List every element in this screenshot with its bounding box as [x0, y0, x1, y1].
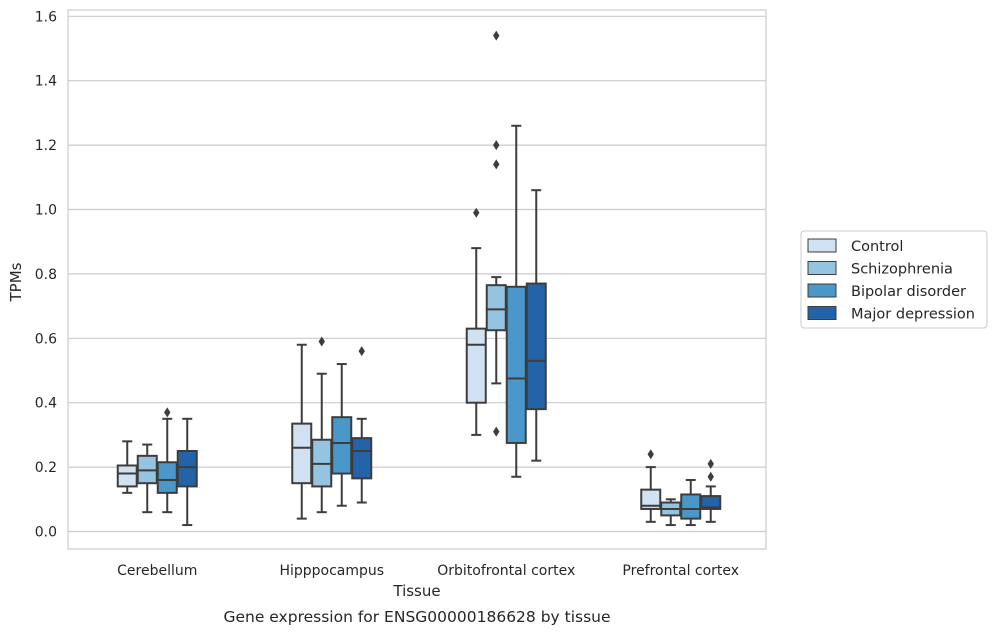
box-major-depression [700, 458, 722, 523]
box-major-depression [351, 346, 373, 504]
outlier-point [493, 140, 500, 151]
grid-lines [68, 15, 766, 533]
y-axis-label: TPMs [7, 262, 25, 302]
box-iqr [156, 461, 178, 494]
box-iqr [465, 327, 487, 404]
legend-label: Control [851, 239, 903, 255]
y-tick-label: 0.6 [35, 331, 57, 347]
outlier-point [164, 407, 171, 418]
chart-caption: Gene expression for ENSG00000186628 by t… [223, 608, 610, 626]
outlier-point [493, 426, 500, 437]
legend-label: Bipolar disorder [851, 284, 966, 300]
box-iqr [176, 450, 198, 488]
y-tick-labels: 0.0 0.2 0.4 0.6 0.8 1.0 1.2 1.4 1.6 [35, 9, 57, 540]
y-tick-label: 1.0 [35, 203, 57, 219]
box-control [640, 449, 662, 523]
box-schizophrenia [485, 30, 507, 437]
legend-swatch [807, 261, 837, 275]
x-tick-label: Hipppocampus [279, 563, 384, 579]
x-tick-labels: Cerebellum Hipppocampus Orbitofrontal cort… [117, 563, 739, 579]
y-tick-label: 0.2 [35, 460, 57, 476]
box-schizophrenia [660, 498, 682, 527]
outlier-point [707, 471, 714, 482]
outlier-point [473, 207, 480, 218]
x-tick-label: Cerebellum [117, 563, 197, 579]
box-iqr [680, 493, 702, 520]
y-tick-label: 0.8 [35, 267, 57, 283]
legend: Control Schizophrenia Bipolar disorder Majo… [800, 230, 988, 329]
outlier-point [647, 449, 654, 460]
x-tick-label: Prefrontal cortex [622, 563, 739, 579]
box-iqr [351, 437, 373, 480]
box-bipolar-disorder [680, 478, 702, 527]
box-iqr [331, 416, 353, 475]
legend-swatch [807, 238, 837, 253]
outlier-point [493, 30, 500, 41]
outlier-point [358, 346, 365, 357]
outlier-point [318, 336, 325, 347]
box-bipolar-disorder [331, 363, 353, 507]
box-control [116, 440, 138, 494]
outlier-point [707, 458, 714, 469]
box-bipolar-disorder [156, 407, 178, 514]
legend-label: Schizophrenia [851, 262, 953, 278]
box-iqr [640, 488, 662, 510]
x-axis-label: Tissue [392, 582, 440, 600]
box-bipolar-disorder [505, 124, 527, 478]
y-tick-label: 0.4 [35, 396, 57, 412]
box-major-depression [176, 417, 198, 527]
boxes [116, 30, 722, 527]
legend-swatch [807, 306, 837, 320]
legend-swatch [807, 283, 837, 298]
box-iqr [291, 422, 313, 485]
y-tick-label: 0.0 [35, 525, 57, 541]
box-iqr [485, 284, 507, 332]
legend-items: Control Schizophrenia Bipolar disorder Majo… [807, 238, 975, 323]
plot-area-frame [67, 9, 767, 550]
legend-label: Major depression [851, 307, 975, 323]
y-tick-label: 1.2 [35, 138, 57, 154]
box-major-depression [525, 189, 547, 462]
y-tick-label: 1.4 [35, 74, 57, 90]
box-iqr [116, 464, 138, 488]
legend-frame [800, 230, 988, 329]
x-tick-label: Orbitofrontal cortex [437, 563, 575, 579]
box-control [465, 207, 487, 436]
outlier-point [493, 159, 500, 170]
box-schizophrenia [136, 443, 158, 514]
box-iqr [525, 282, 547, 411]
box-control [291, 343, 313, 520]
box-iqr [505, 285, 527, 444]
box-iqr [700, 495, 722, 510]
y-tick-label: 1.6 [35, 9, 57, 25]
box-schizophrenia [311, 336, 333, 514]
